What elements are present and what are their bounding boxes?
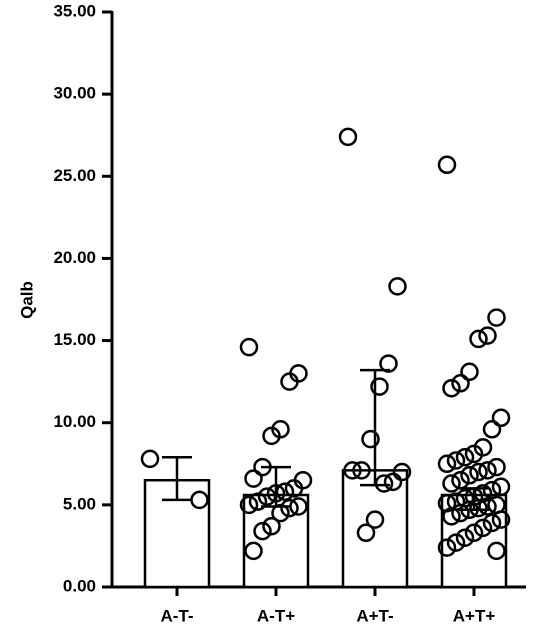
data-point — [442, 474, 461, 493]
data-point — [478, 461, 497, 480]
y-tick-label: 35.00 — [53, 1, 96, 20]
data-point — [473, 518, 493, 538]
y-tick-label: 15.00 — [53, 330, 96, 349]
data-point — [482, 420, 502, 439]
data-point — [244, 469, 263, 488]
data-point — [244, 541, 263, 561]
data-point — [239, 495, 259, 515]
data-point — [437, 155, 457, 175]
data-point — [239, 337, 259, 357]
y-tick-label: 25.00 — [53, 166, 96, 185]
data-point — [460, 362, 479, 382]
data-point — [478, 326, 497, 345]
data-point — [388, 277, 407, 296]
data-point — [284, 479, 304, 498]
data-point — [262, 426, 281, 446]
x-tick-label: A-T+ — [257, 606, 295, 625]
data-point — [356, 523, 376, 543]
data-point — [455, 447, 475, 467]
data-point — [437, 454, 457, 474]
data-point — [451, 503, 470, 523]
data-point — [464, 444, 484, 464]
y-tick-label: 20.00 — [53, 248, 96, 267]
data-point — [343, 461, 362, 480]
data-point — [271, 503, 290, 523]
data-point — [352, 461, 371, 480]
data-point — [482, 513, 502, 533]
data-point — [253, 521, 272, 541]
y-tick-label: 30.00 — [53, 84, 96, 103]
data-point — [469, 498, 488, 518]
data-point — [451, 374, 470, 393]
data-point — [370, 377, 389, 396]
data-point — [140, 449, 160, 469]
y-tick-label: 5.00 — [63, 494, 96, 513]
data-point — [487, 541, 506, 561]
data-point — [469, 462, 488, 482]
data-point — [248, 492, 268, 511]
data-point — [491, 408, 511, 428]
data-point — [491, 510, 511, 529]
data-point — [446, 451, 466, 470]
data-point — [487, 308, 506, 327]
data-point — [379, 354, 398, 373]
data-point — [442, 507, 461, 526]
data-point — [455, 528, 475, 547]
y-tick-label: 0.00 — [63, 576, 96, 595]
data-point — [491, 477, 511, 497]
data-point — [437, 538, 457, 557]
data-point — [280, 498, 299, 518]
data-point — [262, 516, 281, 536]
data-point — [338, 127, 358, 147]
data-point — [383, 472, 403, 492]
y-tick-label: 10.00 — [53, 412, 96, 431]
x-tick-label: A+T- — [356, 606, 393, 625]
data-point — [469, 329, 488, 349]
x-tick-label: A+T+ — [453, 606, 496, 625]
data-point — [487, 457, 506, 477]
data-point — [365, 510, 385, 529]
data-point — [460, 466, 479, 485]
data-point — [442, 378, 461, 398]
data-point — [464, 523, 484, 543]
x-tick-label: A-T- — [160, 606, 193, 625]
data-point — [361, 429, 380, 449]
data-point — [280, 372, 299, 391]
data-point — [478, 497, 497, 516]
y-axis-label: Qalb — [17, 281, 36, 319]
data-point — [446, 533, 466, 552]
